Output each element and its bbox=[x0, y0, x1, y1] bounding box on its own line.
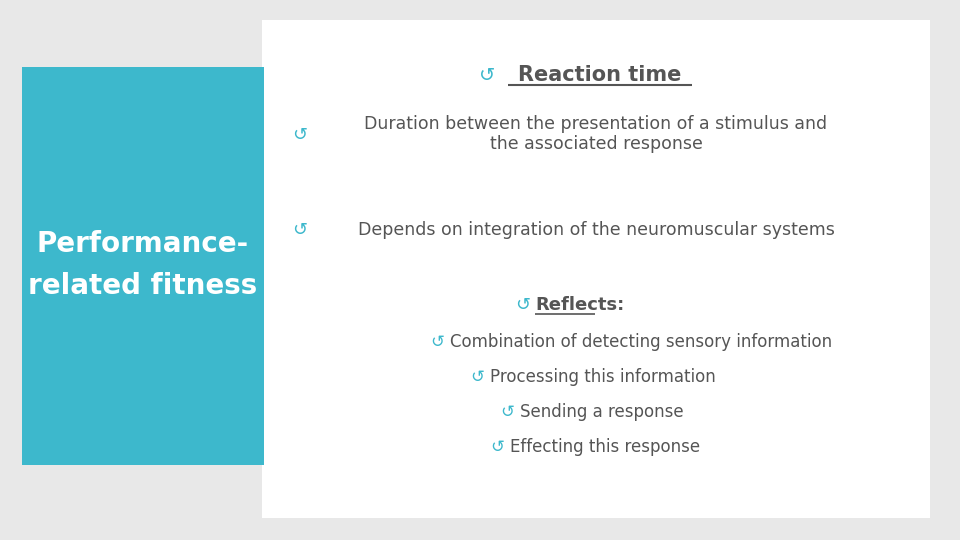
Text: ↺: ↺ bbox=[292, 221, 307, 239]
Text: Processing this information: Processing this information bbox=[490, 368, 716, 386]
Bar bbox=[22, 67, 264, 465]
Text: ↺: ↺ bbox=[515, 296, 530, 314]
Bar bbox=[262, 20, 930, 518]
Text: Reflects:: Reflects: bbox=[535, 296, 624, 314]
Text: Depends on integration of the neuromuscular systems: Depends on integration of the neuromuscu… bbox=[357, 221, 834, 239]
Text: ↺: ↺ bbox=[490, 438, 504, 456]
Text: Effecting this response: Effecting this response bbox=[510, 438, 700, 456]
Text: Duration between the presentation of a stimulus and: Duration between the presentation of a s… bbox=[365, 115, 828, 133]
Text: ↺: ↺ bbox=[470, 368, 484, 386]
Text: ↺: ↺ bbox=[500, 403, 514, 421]
Text: Combination of detecting sensory information: Combination of detecting sensory informa… bbox=[450, 333, 832, 351]
Text: the associated response: the associated response bbox=[490, 135, 703, 153]
Text: ↺: ↺ bbox=[292, 126, 307, 144]
Text: ↺: ↺ bbox=[430, 333, 444, 351]
Text: ↺: ↺ bbox=[479, 65, 495, 84]
Text: Reaction time: Reaction time bbox=[518, 65, 682, 85]
Text: Sending a response: Sending a response bbox=[520, 403, 684, 421]
Text: Performance-
related fitness: Performance- related fitness bbox=[29, 231, 257, 300]
